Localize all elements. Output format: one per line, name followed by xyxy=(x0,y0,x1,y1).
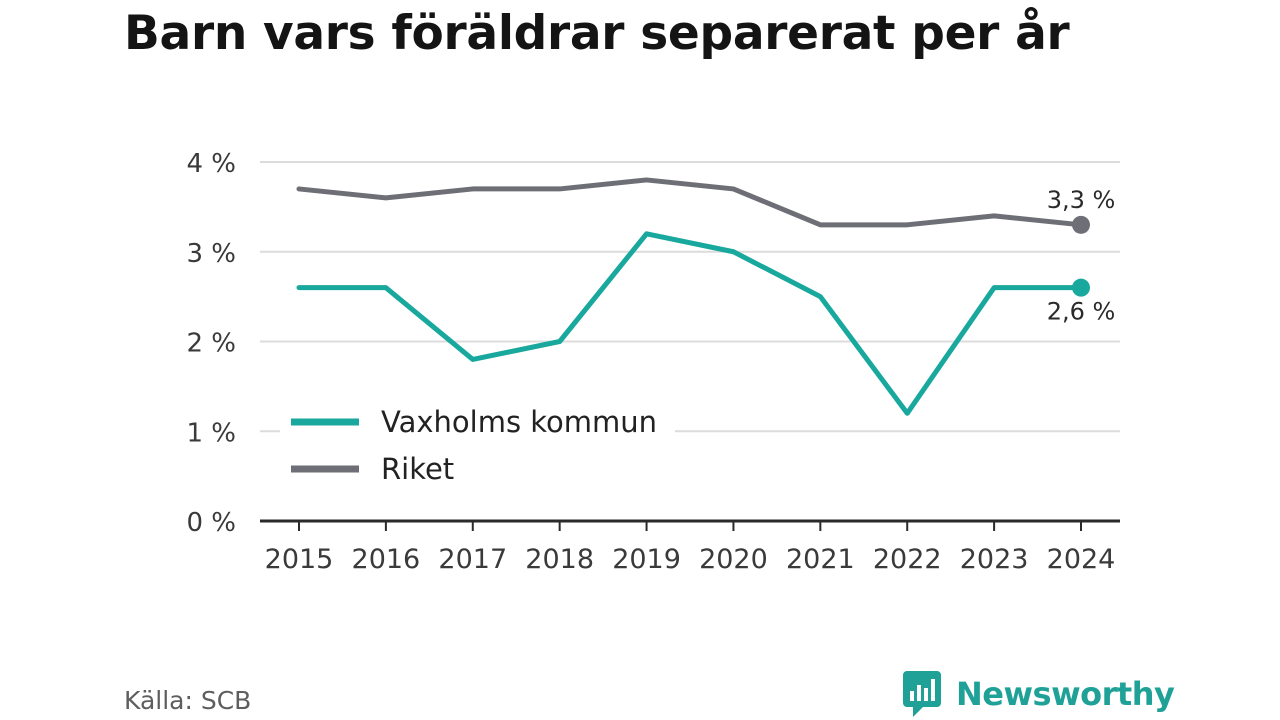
x-tick-label: 2016 xyxy=(352,544,421,575)
series-line xyxy=(296,231,1084,416)
x-tick-label: 2021 xyxy=(786,544,855,575)
source-note: Källa: SCB xyxy=(124,686,252,715)
legend: Vaxholms kommun Riket xyxy=(280,396,675,496)
y-tick-label: 1 % xyxy=(186,418,236,448)
legend-label: Vaxholms kommun xyxy=(381,405,657,439)
series-lines xyxy=(296,177,1090,416)
series-end-marker xyxy=(1072,278,1090,297)
newsworthy-bar-chart-icon xyxy=(903,671,941,717)
end-value-label: 3,3 % xyxy=(1047,186,1116,214)
chart-title: Barn vars föräldrar separerat per år xyxy=(124,6,1070,61)
brand-logo: Newsworthy xyxy=(903,671,1175,717)
legend-label: Riket xyxy=(381,452,454,486)
x-tick-label: 2022 xyxy=(873,544,942,575)
y-tick-label: 0 % xyxy=(186,508,236,538)
x-tick-label: 2017 xyxy=(438,544,507,575)
brand-name: Newsworthy xyxy=(956,675,1175,713)
x-tick-label: 2020 xyxy=(699,544,768,575)
end-value-label: 2,6 % xyxy=(1047,298,1116,326)
series-line xyxy=(296,177,1084,228)
x-tick-label: 2018 xyxy=(525,544,594,575)
axes: 0 % 1 % 2 % 3 % 4 % 2015 2016 2017 2018 2019 2020 2… xyxy=(186,149,1120,575)
x-tick-label: 2024 xyxy=(1047,544,1116,575)
gridlines xyxy=(260,161,1120,433)
y-tick-label: 2 % xyxy=(186,329,236,359)
y-tick-label: 3 % xyxy=(186,239,236,269)
series-end-marker xyxy=(1072,215,1090,234)
y-tick-label: 4 % xyxy=(186,149,236,179)
legend-background xyxy=(280,396,675,496)
x-tick-label: 2015 xyxy=(265,544,334,575)
data-labels: 3,3 % 2,6 % xyxy=(1047,186,1116,326)
x-tick-label: 2019 xyxy=(612,544,681,575)
x-tick-label: 2023 xyxy=(960,544,1029,575)
